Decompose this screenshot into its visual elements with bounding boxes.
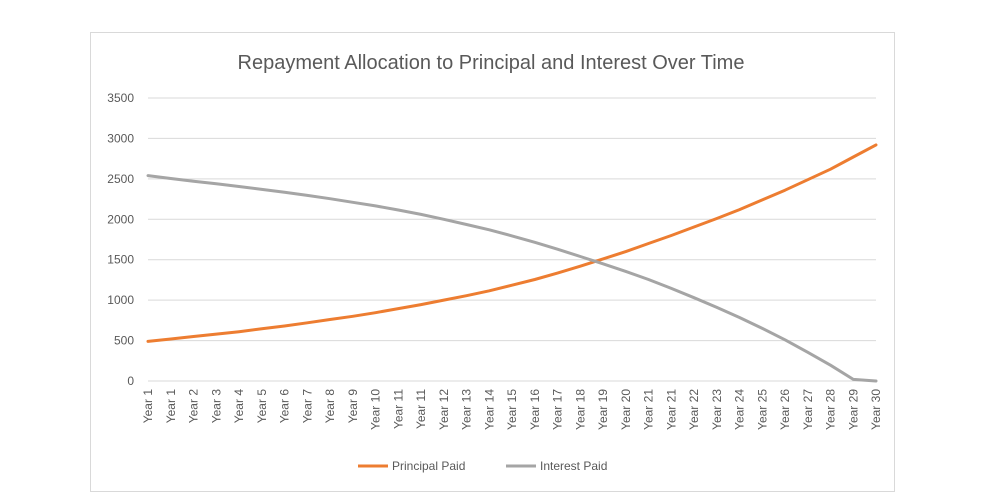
x-tick-label: Year 26 (778, 389, 792, 430)
y-axis-ticks: 0 500 1000 1500 2000 2500 3000 3500 (107, 91, 134, 388)
x-tick-label: Year 4 (232, 389, 246, 424)
x-tick-label: Year 25 (755, 389, 769, 430)
x-tick-label: Year 15 (505, 389, 519, 430)
x-tick-label: Year 6 (278, 389, 292, 424)
x-tick-label: Year 13 (460, 389, 474, 430)
series-line-principal-paid (146, 143, 878, 343)
x-tick-label: Year 8 (323, 389, 337, 424)
legend: Principal Paid Interest Paid (358, 459, 607, 473)
x-tick-label: Year 21 (642, 389, 656, 430)
series-line-interest-paid (146, 174, 878, 383)
x-tick-label: Year 3 (209, 389, 223, 424)
y-tick-label: 3500 (107, 91, 134, 105)
x-tick-label: Year 28 (824, 389, 838, 430)
y-tick-label: 2500 (107, 172, 134, 186)
chart-area: Repayment Allocation to Principal and In… (90, 32, 895, 492)
y-tick-label: 500 (114, 334, 134, 348)
x-tick-label: Year 11 (391, 389, 405, 429)
x-tick-label: Year 5 (255, 389, 269, 424)
legend-label: Interest Paid (540, 459, 607, 473)
x-tick-label: Year 12 (437, 389, 451, 430)
x-tick-label: Year 1 (141, 389, 155, 424)
x-tick-label: Year 27 (801, 389, 815, 430)
x-tick-label: Year 7 (300, 389, 314, 424)
x-tick-label: Year 14 (482, 389, 496, 430)
gridlines (148, 97, 876, 382)
x-tick-label: Year 11 (414, 389, 428, 429)
y-tick-label: 0 (127, 374, 134, 388)
x-tick-label: Year 21 (664, 389, 678, 430)
x-tick-label: Year 29 (846, 389, 860, 430)
x-tick-label: Year 10 (369, 389, 383, 430)
y-tick-label: 3000 (107, 131, 134, 145)
x-tick-label: Year 30 (869, 389, 883, 430)
x-tick-label: Year 18 (573, 389, 587, 430)
chart-title: Repayment Allocation to Principal and In… (238, 52, 745, 74)
y-tick-label: 1500 (107, 253, 134, 267)
x-axis-ticks: Year 1 Year 1 Year 2 Year 3 Year 4 Year 5 Year… (141, 389, 883, 430)
y-tick-label: 2000 (107, 212, 134, 226)
x-tick-label: Year 22 (687, 389, 701, 430)
x-tick-label: Year 24 (733, 389, 747, 430)
line-chart: Repayment Allocation to Principal and In… (107, 52, 883, 473)
x-tick-label: Year 19 (596, 389, 610, 430)
x-tick-label: Year 1 (164, 389, 178, 424)
y-tick-label: 1000 (107, 293, 134, 307)
x-tick-label: Year 17 (551, 389, 565, 430)
x-tick-label: Year 16 (528, 389, 542, 430)
x-tick-label: Year 9 (346, 389, 360, 424)
series-lines (146, 143, 878, 383)
x-tick-label: Year 2 (187, 389, 201, 424)
x-tick-label: Year 23 (710, 389, 724, 430)
x-tick-label: Year 20 (619, 389, 633, 430)
legend-label: Principal Paid (392, 459, 465, 473)
